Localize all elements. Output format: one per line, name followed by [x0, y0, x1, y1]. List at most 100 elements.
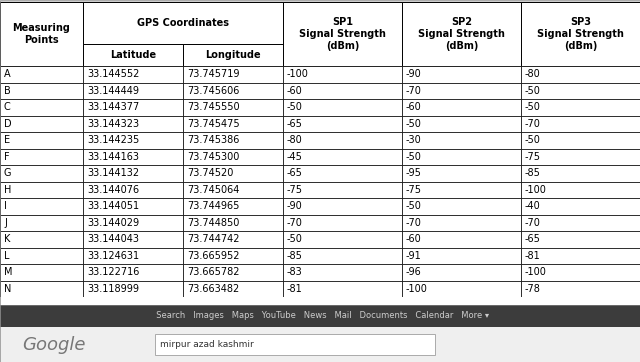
Bar	[0, 66, 83, 83]
Bar	[283, 198, 402, 215]
Bar	[0, 99, 83, 115]
Bar	[402, 181, 521, 198]
Bar	[283, 165, 402, 181]
Bar	[183, 248, 283, 264]
Text: M: M	[4, 267, 13, 277]
Text: -70: -70	[406, 218, 422, 228]
Bar	[402, 2, 521, 66]
Bar	[0, 2, 83, 66]
Text: N: N	[4, 284, 12, 294]
Bar	[83, 66, 183, 83]
Text: 33.144051: 33.144051	[87, 201, 139, 211]
Text: J: J	[4, 218, 7, 228]
Text: Google: Google	[22, 336, 86, 354]
Text: 73.745475: 73.745475	[187, 119, 239, 129]
Bar	[183, 115, 283, 132]
Bar	[402, 66, 521, 83]
Bar	[402, 83, 521, 99]
Text: -91: -91	[406, 251, 422, 261]
Bar	[521, 281, 640, 297]
Text: -70: -70	[525, 119, 541, 129]
Text: -75: -75	[287, 185, 303, 195]
Bar	[283, 215, 402, 231]
Text: -50: -50	[525, 135, 541, 145]
Bar	[521, 148, 640, 165]
Bar	[283, 264, 402, 281]
Text: 33.144076: 33.144076	[87, 185, 139, 195]
Text: -70: -70	[406, 86, 422, 96]
Bar	[83, 198, 183, 215]
Text: Latitude: Latitude	[110, 50, 156, 60]
Text: D: D	[4, 119, 12, 129]
Bar	[83, 44, 183, 66]
Bar	[83, 181, 183, 198]
Text: SP3
Signal Strength
(dBm): SP3 Signal Strength (dBm)	[537, 17, 624, 51]
Bar	[402, 248, 521, 264]
Bar	[83, 231, 183, 248]
Text: -81: -81	[287, 284, 303, 294]
Text: -80: -80	[287, 135, 303, 145]
Text: 33.144235: 33.144235	[87, 135, 140, 145]
Bar	[283, 99, 402, 115]
Bar	[521, 181, 640, 198]
Bar	[521, 215, 640, 231]
Bar	[155, 334, 435, 355]
Text: 73.744850: 73.744850	[187, 218, 239, 228]
Bar	[521, 231, 640, 248]
Text: 33.144043: 33.144043	[87, 234, 139, 244]
Text: C: C	[4, 102, 11, 112]
Text: 33.144449: 33.144449	[87, 86, 139, 96]
Bar	[521, 2, 640, 66]
Bar	[0, 148, 83, 165]
Text: H: H	[4, 185, 12, 195]
Text: -100: -100	[406, 284, 428, 294]
Text: 73.745550: 73.745550	[187, 102, 239, 112]
Text: SP2
Signal Strength
(dBm): SP2 Signal Strength (dBm)	[418, 17, 505, 51]
Bar	[283, 66, 402, 83]
Bar	[402, 165, 521, 181]
Bar	[0, 115, 83, 132]
Text: -50: -50	[525, 86, 541, 96]
Bar	[0, 181, 83, 198]
Bar	[283, 181, 402, 198]
Bar	[0, 231, 83, 248]
Bar	[402, 115, 521, 132]
Text: -30: -30	[406, 135, 422, 145]
Bar	[283, 2, 402, 66]
Bar	[183, 181, 283, 198]
Bar	[521, 264, 640, 281]
Text: 73.745719: 73.745719	[187, 69, 239, 79]
Bar	[0, 327, 640, 362]
Text: I: I	[4, 201, 7, 211]
Text: -100: -100	[525, 267, 547, 277]
Bar	[521, 99, 640, 115]
Text: -75: -75	[406, 185, 422, 195]
Text: -60: -60	[406, 102, 422, 112]
Bar	[402, 231, 521, 248]
Text: 33.122716: 33.122716	[87, 267, 140, 277]
Text: -80: -80	[525, 69, 541, 79]
Text: 73.745386: 73.745386	[187, 135, 239, 145]
Bar	[521, 198, 640, 215]
Bar	[402, 99, 521, 115]
Text: 33.144377: 33.144377	[87, 102, 140, 112]
Text: 33.144029: 33.144029	[87, 218, 139, 228]
Text: -60: -60	[287, 86, 303, 96]
Text: A: A	[4, 69, 11, 79]
Text: K: K	[4, 234, 10, 244]
Text: 73.665782: 73.665782	[187, 267, 239, 277]
Text: 33.144323: 33.144323	[87, 119, 139, 129]
Bar	[283, 83, 402, 99]
Text: L: L	[4, 251, 10, 261]
Bar	[283, 248, 402, 264]
Bar	[83, 2, 283, 44]
Text: B: B	[4, 86, 11, 96]
Text: -95: -95	[406, 168, 422, 178]
Bar	[283, 132, 402, 148]
Text: -50: -50	[287, 234, 303, 244]
Bar	[521, 132, 640, 148]
Bar	[0, 165, 83, 181]
Bar	[83, 83, 183, 99]
Bar	[283, 115, 402, 132]
Bar	[0, 215, 83, 231]
